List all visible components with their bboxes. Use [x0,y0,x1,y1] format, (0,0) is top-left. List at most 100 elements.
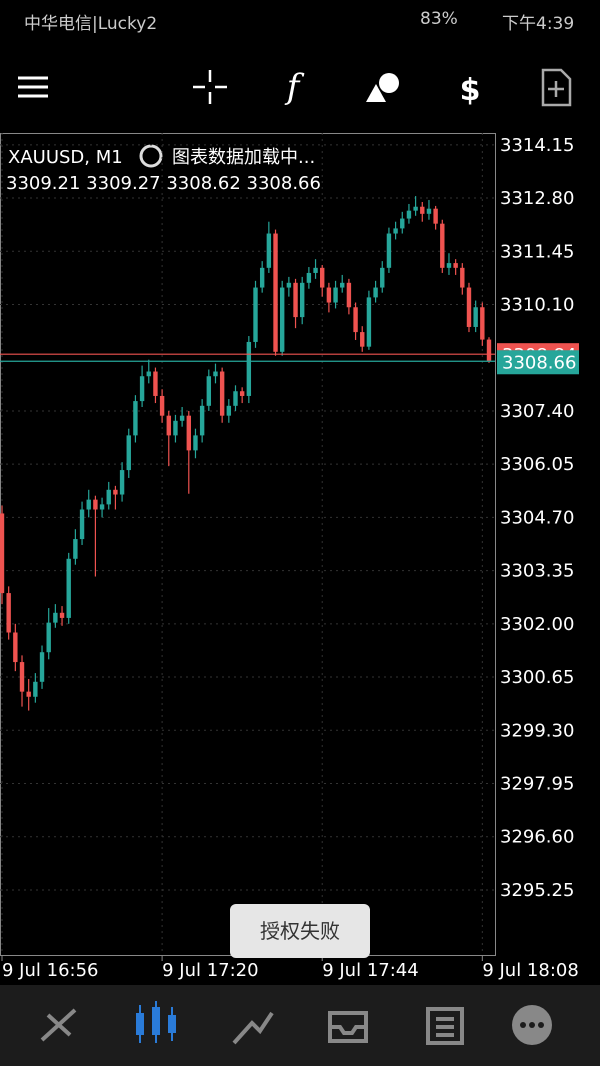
candle-body [300,282,305,318]
symbol-label: XAUUSD, M1 [8,147,123,168]
candle-body [386,233,392,268]
candle-body [139,376,145,402]
candle-body [266,233,272,268]
candle-body [39,652,45,682]
candle-body [219,371,225,416]
new-order-button[interactable] [541,68,572,107]
candle-body [320,267,325,288]
bottom-nav [0,985,600,1066]
candle-body [239,391,245,396]
candle-body [173,420,178,436]
x-tick-label: 9 Jul 17:44 [322,960,419,981]
menu-button[interactable] [18,76,48,98]
objects-button[interactable] [366,73,399,102]
candle-body [293,282,298,318]
toast: 授权失败 [230,904,370,958]
loading-label: 图表数据加载中... [172,147,315,168]
candle-body [66,558,71,618]
open-value: 3309.21 [6,173,80,194]
candle-body [246,341,252,396]
loading-spinner [139,144,163,168]
y-tick-label: 3304.70 [500,507,574,528]
x-tick-label: 9 Jul 17:20 [162,960,259,981]
history-tab[interactable] [328,1011,368,1043]
candle-body [353,307,358,333]
candle-body [213,371,218,377]
candle-body [453,263,458,268]
chart: XAUUSD, M1 图表数据加载中... 3309.21 3309.27 33… [0,133,579,981]
clock: 下午4:39 [502,14,575,34]
candle-body [306,272,312,283]
status-bar: 中华电信|Lucky2 83% 下午4:39 [0,0,600,40]
battery: 83% [420,9,458,29]
messages-tab[interactable] [512,1005,552,1045]
news-tab[interactable] [426,1007,464,1045]
carrier: 中华电信|Lucky2 [24,14,158,34]
candle-body [33,681,38,697]
candle-body [179,415,185,421]
candle-body [53,612,58,623]
candle-body [226,405,232,416]
y-tick-label: 3303.35 [500,561,574,582]
y-tick-label: 3300.65 [500,667,574,688]
candle-body [26,691,31,697]
candle-body [93,499,98,510]
candle-body [159,395,165,416]
candle-body [486,339,492,362]
y-tick-label: 3302.00 [500,614,574,635]
quotes-tab[interactable] [40,1008,77,1042]
candle-body [360,332,365,347]
candle-body [333,287,338,303]
toolbar: f $ [18,67,572,108]
crosshair-button[interactable] [193,70,227,104]
y-tick-label: 3297.95 [500,774,574,795]
x-tick-label: 9 Jul 18:08 [482,960,579,981]
candle-body [433,208,438,224]
candle-body [113,489,118,495]
candle-body [440,223,445,268]
x-tick-label: 9 Jul 16:56 [2,960,99,981]
candle-body [346,282,352,308]
candle-body [186,415,191,451]
candle-body [480,307,485,340]
candle-body [199,405,205,436]
low-value: 3308.62 [166,173,240,194]
y-tick-label: 3306.05 [500,454,574,475]
candle-body [19,662,25,692]
candle-body [420,206,425,214]
candle-body [59,612,65,618]
ohlc-header: 3309.21 3309.27 3308.62 3308.66 [6,173,321,194]
trade-tab[interactable] [232,1011,274,1045]
y-tick-label: 3314.15 [500,135,574,156]
candle-body [253,287,258,342]
candle-body [366,297,372,347]
y-tick-label: 3311.45 [500,241,574,262]
candle-body [86,499,91,510]
candle-body [406,210,412,219]
candle-body [380,267,385,288]
candle-body [119,470,125,495]
candle-body [446,263,452,268]
candle-body [106,489,111,505]
candle-body [46,622,51,653]
y-tick-label: 3296.60 [500,827,574,848]
candle-body [326,287,332,303]
trade-button[interactable]: $ [460,73,481,108]
candle-body [340,282,345,288]
candle-body [259,267,265,288]
candle-body [466,287,472,327]
candle-body [133,401,138,436]
chart-tab[interactable] [136,1001,176,1043]
candle-body [193,435,198,451]
candle-body [146,371,151,377]
y-tick-label: 3310.10 [500,294,574,315]
y-tick-label: 3312.80 [500,188,574,209]
candle-body [373,287,378,298]
candle-body [233,391,238,406]
candle-body [79,509,85,540]
candle-body [286,282,292,288]
candle-body [73,539,78,559]
candle-body [206,376,212,406]
candle-body [153,371,158,396]
